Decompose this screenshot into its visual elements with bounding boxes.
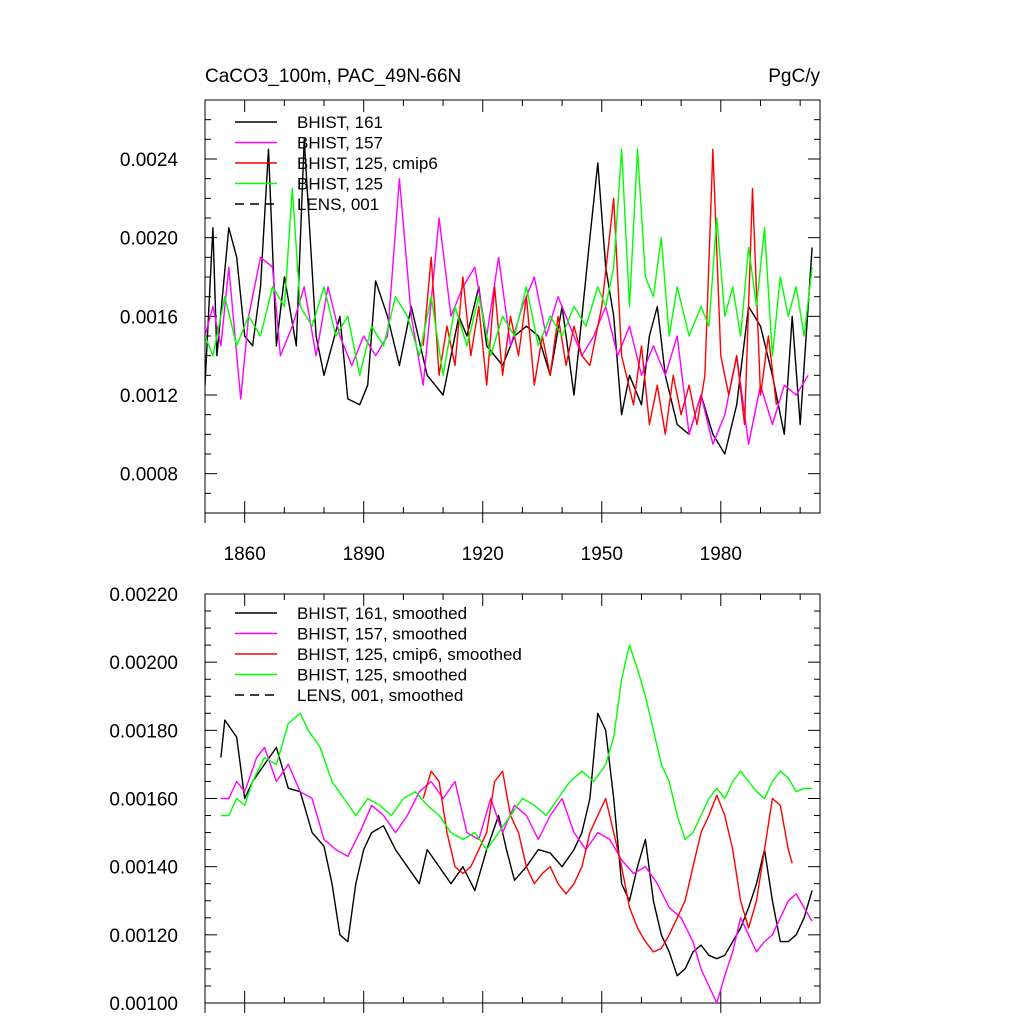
- legend-label: LENS, 001: [297, 195, 379, 214]
- y-tick-label: 0.00100: [109, 994, 178, 1015]
- y-tick-label: 0.0020: [120, 229, 178, 250]
- units-label: PgC/y: [768, 66, 820, 87]
- legend-label: BHIST, 157, smoothed: [297, 625, 467, 644]
- bottom-panel-smoothed: 0.00100 0.00120 0.00140 0.00160 0.00180 0.002…: [109, 585, 821, 1015]
- legend-label: BHIST, 157: [297, 134, 383, 153]
- series-line: [205, 148, 813, 376]
- x-tick-label: 1950: [581, 544, 623, 565]
- y-tick-label: 0.00160: [109, 790, 178, 811]
- y-tick-label: 0.0008: [120, 465, 178, 486]
- legend-label: BHIST, 161: [297, 113, 383, 132]
- y-tick-label: 0.00220: [109, 585, 178, 606]
- legend-label: LENS, 001, smoothed: [297, 686, 463, 705]
- x-tick-label: 1980: [700, 544, 742, 565]
- y-tick-label: 0.00180: [109, 721, 178, 742]
- y-tick-label: 0.0012: [120, 386, 178, 407]
- x-tick-label: 1890: [343, 544, 385, 565]
- series-line: [220, 712, 813, 977]
- series-group: [205, 138, 813, 455]
- legend-label: BHIST, 125: [297, 175, 383, 194]
- y-tick-label: 0.00200: [109, 653, 178, 674]
- chart-title: CaCO3_100m, PAC_49N-66N: [205, 66, 461, 87]
- series-group: [220, 644, 813, 1003]
- legend-label: BHIST, 125, cmip6: [297, 154, 438, 173]
- legend-label: BHIST, 125, smoothed: [297, 666, 467, 685]
- top-panel-raw: 0.0008 0.0012 0.0016 0.0020 0.0024 1860 1890 19…: [120, 66, 821, 565]
- legend-label: BHIST, 161, smoothed: [297, 604, 467, 623]
- x-tick-label: 1860: [224, 544, 266, 565]
- y-tick-label: 0.0024: [120, 150, 179, 171]
- y-tick-label: 0.00140: [109, 858, 178, 879]
- series-line: [220, 746, 813, 1003]
- series-line: [205, 178, 809, 445]
- x-tick-label: 1920: [462, 544, 504, 565]
- y-tick-label: 0.0016: [120, 307, 178, 328]
- series-line: [422, 148, 778, 435]
- series-line: [220, 644, 813, 851]
- series-line: [422, 770, 793, 953]
- series-line: [205, 138, 813, 455]
- plot-frame: [204, 99, 821, 514]
- legend-label: BHIST, 125, cmip6, smoothed: [297, 645, 522, 664]
- y-tick-label: 0.00120: [109, 926, 178, 947]
